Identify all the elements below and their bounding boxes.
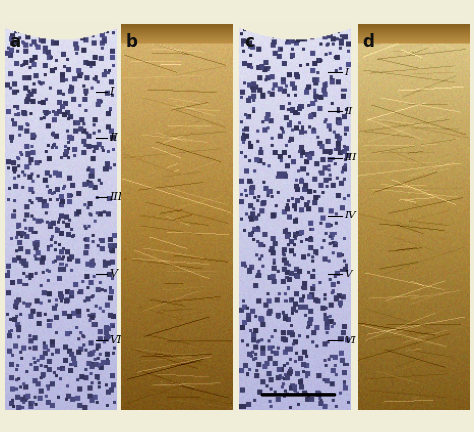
Text: II: II — [344, 107, 352, 115]
Text: d: d — [362, 33, 374, 51]
Text: I: I — [344, 68, 348, 76]
Text: III: III — [344, 153, 356, 162]
Text: c: c — [244, 33, 254, 51]
Text: a: a — [9, 33, 20, 51]
Text: VI: VI — [344, 336, 356, 345]
Text: V: V — [344, 270, 352, 279]
Text: III: III — [109, 191, 123, 202]
Text: V: V — [109, 269, 118, 280]
Text: VI: VI — [109, 335, 122, 346]
Text: b: b — [125, 33, 137, 51]
Text: IV: IV — [344, 212, 356, 220]
Text: II: II — [109, 133, 118, 143]
Text: I: I — [109, 86, 114, 97]
